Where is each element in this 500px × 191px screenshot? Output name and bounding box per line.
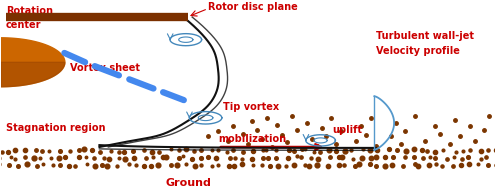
- Text: Rotor disc plane: Rotor disc plane: [208, 2, 298, 12]
- Text: Vortex sheet: Vortex sheet: [70, 63, 140, 73]
- Text: Turbulent wall-jet: Turbulent wall-jet: [376, 31, 474, 41]
- Text: Stagnation region: Stagnation region: [6, 123, 105, 133]
- Text: Ground: Ground: [166, 178, 211, 188]
- Text: Tip vortex: Tip vortex: [223, 102, 279, 112]
- Text: Velocity profile: Velocity profile: [376, 46, 460, 56]
- Text: Rotation: Rotation: [6, 6, 52, 16]
- Polygon shape: [0, 62, 65, 87]
- Text: uplift: uplift: [332, 125, 362, 135]
- Text: mobilization: mobilization: [218, 134, 286, 143]
- Text: center: center: [6, 20, 41, 30]
- Polygon shape: [0, 38, 65, 87]
